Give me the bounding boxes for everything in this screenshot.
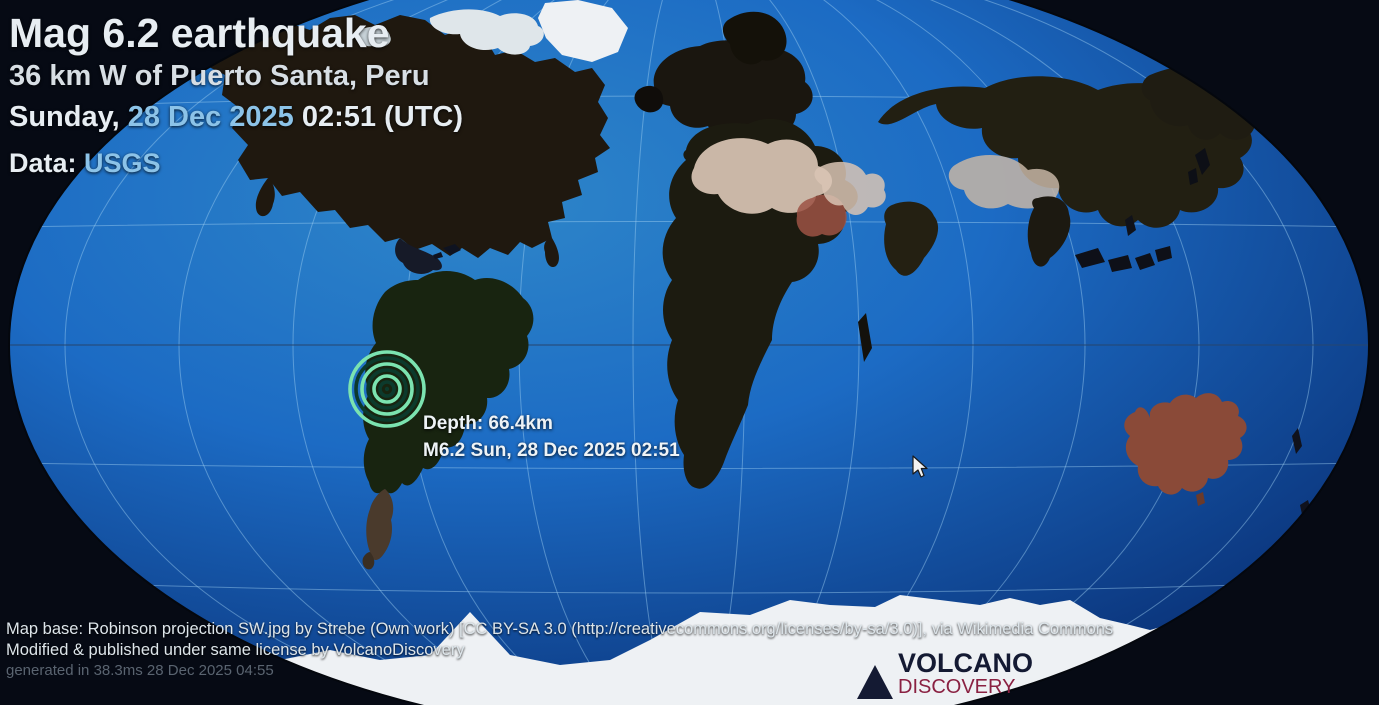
svg-text:VOLCANO: VOLCANO — [898, 648, 1033, 678]
svg-text:DISCOVERY: DISCOVERY — [898, 676, 1015, 698]
